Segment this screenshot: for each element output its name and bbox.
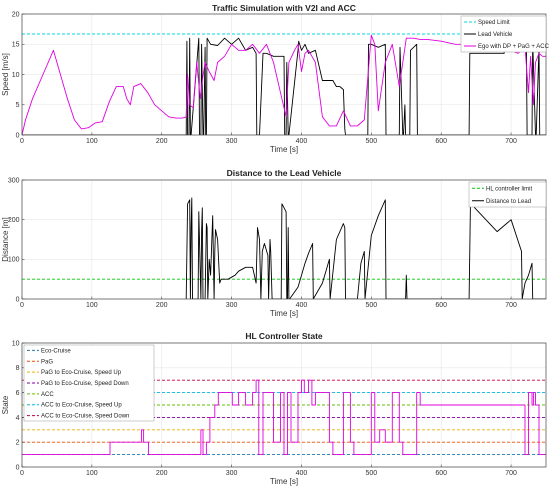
y-tick-label: 2 xyxy=(16,440,20,447)
distance-chart-panel: Distance to the Lead Vehicle 0 100 200 300 40… xyxy=(1,168,547,318)
x-tick-label: 300 xyxy=(226,138,238,145)
x-axis-label: Time [s] xyxy=(270,309,298,318)
legend-entry: ACC xyxy=(41,392,54,398)
y-tick-label: 8 xyxy=(16,365,20,372)
legend-entry: ACC to Eco-Cruise, Speed Up xyxy=(41,403,122,409)
x-tick-label: 500 xyxy=(365,470,377,477)
series-line-2 xyxy=(22,37,546,135)
x-tick-label: 200 xyxy=(156,470,168,477)
legend-entry: Lead Vehicle xyxy=(478,32,513,38)
x-tick-label: 200 xyxy=(156,302,168,309)
y-axis-label: Distance [m] xyxy=(1,217,10,261)
y-tick-label: 100 xyxy=(8,257,20,264)
legend-entry: PaG to Eco-Cruise, Speed Up xyxy=(41,370,122,376)
y-tick-label: 6 xyxy=(16,390,20,397)
x-tick-label: 600 xyxy=(435,302,447,309)
x-tick-label: 100 xyxy=(86,470,98,477)
y-tick-label: 300 xyxy=(8,177,20,184)
x-axis-label: Time [s] xyxy=(270,477,298,486)
x-tick-label: 300 xyxy=(226,302,238,309)
y-tick-label: 15 xyxy=(12,42,20,49)
y-tick-label: 0 xyxy=(16,132,20,139)
x-tick-label: 500 xyxy=(365,138,377,145)
y-tick-label: 10 xyxy=(12,340,20,347)
x-tick-label: 400 xyxy=(296,302,308,309)
x-tick-label: 500 xyxy=(365,302,377,309)
x-tick-label: 400 xyxy=(296,138,308,145)
legend-entry: PaG xyxy=(41,359,53,365)
y-axis-label: State xyxy=(1,395,10,414)
legend-entry: Ego with DP + PaG + ACC xyxy=(478,44,550,50)
legend-entry: HL controller limit xyxy=(486,186,532,192)
legend-entry: Eco-Cruise xyxy=(41,348,71,354)
axes-box xyxy=(21,179,547,300)
chart-title: Traffic Simulation with V2I and ACC xyxy=(212,3,356,13)
x-tick-label: 100 xyxy=(86,138,98,145)
x-tick-label: 600 xyxy=(435,470,447,477)
series-group xyxy=(22,197,546,299)
legend-box xyxy=(23,344,155,422)
y-tick-label: 0 xyxy=(16,296,20,303)
plot-area xyxy=(22,180,546,299)
x-tick-label: 0 xyxy=(20,470,24,477)
series-line-8 xyxy=(22,379,546,456)
x-tick-label: 0 xyxy=(20,138,24,145)
y-tick-label: 5 xyxy=(16,102,20,109)
x-tick-label: 700 xyxy=(505,470,517,477)
x-axis-label: Time [s] xyxy=(270,145,298,154)
legend-box xyxy=(468,181,547,208)
series-line-3 xyxy=(22,34,546,135)
y-tick-label: 10 xyxy=(12,72,20,79)
x-tick-label: 700 xyxy=(505,138,517,145)
legend: HL controller limit Distance to Lead xyxy=(468,181,547,208)
x-tick-label: 300 xyxy=(226,470,238,477)
legend-entry: PaG to Eco-Cruise, Speed Down xyxy=(41,381,129,387)
chart-title: Distance to the Lead Vehicle xyxy=(227,168,342,178)
y-axis-label: Speed [m/s] xyxy=(1,53,10,96)
legend-entry: Speed Limit xyxy=(478,20,510,26)
x-tick-label: 400 xyxy=(296,470,308,477)
x-tick-label: 700 xyxy=(505,302,517,309)
y-tick-label: 0 xyxy=(16,464,20,471)
y-tick-label: 20 xyxy=(12,11,20,18)
axes-box xyxy=(21,342,547,468)
legend: Eco-Cruise PaG PaG to Eco-Cruise, Speed Up… xyxy=(23,344,155,422)
y-tick-label: 4 xyxy=(16,415,20,422)
x-tick-label: 200 xyxy=(156,138,168,145)
chart-title: HL Controller State xyxy=(245,331,323,341)
y-tick-label: 200 xyxy=(8,217,20,224)
series-line-2 xyxy=(185,197,546,299)
legend-entry: Distance to Lead xyxy=(486,199,531,205)
legend: Speed Limit Lead Vehicle Ego with DP + PaG… xyxy=(460,15,550,53)
x-tick-label: 100 xyxy=(86,302,98,309)
legend-entry: ACC to Eco-Cruise, Speed Down xyxy=(41,414,129,420)
x-tick-label: 0 xyxy=(20,302,24,309)
x-tick-label: 600 xyxy=(435,138,447,145)
series-group xyxy=(22,33,546,135)
